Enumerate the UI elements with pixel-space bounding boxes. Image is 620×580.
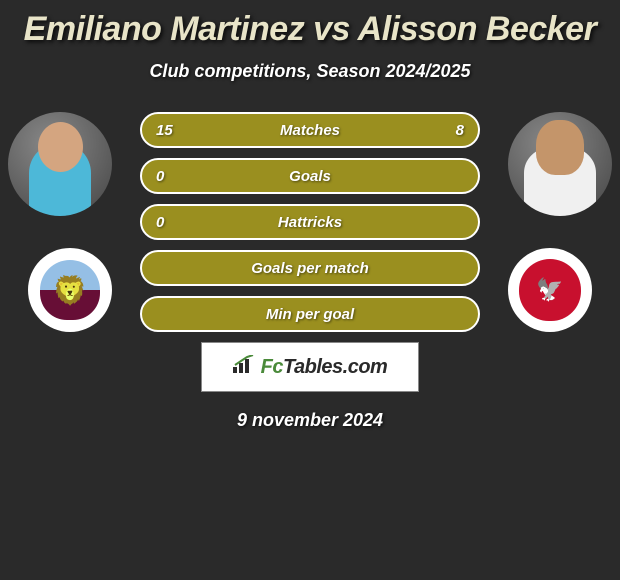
stat-value-left: 0 xyxy=(156,168,180,185)
stat-bar-hattricks: 0 Hattricks xyxy=(140,204,480,240)
stat-label: Goals xyxy=(289,168,331,185)
stat-value-right: 8 xyxy=(440,122,464,139)
subtitle: Club competitions, Season 2024/2025 xyxy=(0,61,620,82)
stat-label: Matches xyxy=(280,122,340,139)
stat-bar-goals-per-match: Goals per match xyxy=(140,250,480,286)
date-label: 9 november 2024 xyxy=(8,410,612,431)
stat-value-left: 15 xyxy=(156,122,180,139)
stat-label: Min per goal xyxy=(266,306,354,323)
stat-bar-min-per-goal: Min per goal xyxy=(140,296,480,332)
comparison-card: Emiliano Martinez vs Alisson Becker Club… xyxy=(0,0,620,580)
chart-icon xyxy=(233,355,255,379)
stat-label: Goals per match xyxy=(251,260,369,277)
player-photo-left xyxy=(8,112,112,216)
club-badge-left xyxy=(28,248,112,332)
comparison-area: 15 Matches 8 0 Goals 0 Hattricks Goals p… xyxy=(0,112,620,431)
page-title: Emiliano Martinez vs Alisson Becker xyxy=(0,10,620,49)
stat-rows: 15 Matches 8 0 Goals 0 Hattricks Goals p… xyxy=(140,112,480,332)
player-photo-right xyxy=(508,112,612,216)
stat-label: Hattricks xyxy=(278,214,342,231)
stat-bar-goals: 0 Goals xyxy=(140,158,480,194)
club-badge-right xyxy=(508,248,592,332)
logo-text: FcTables.com xyxy=(261,356,388,379)
fctables-logo: FcTables.com xyxy=(201,342,419,392)
stat-bar-matches: 15 Matches 8 xyxy=(140,112,480,148)
stat-value-left: 0 xyxy=(156,214,180,231)
